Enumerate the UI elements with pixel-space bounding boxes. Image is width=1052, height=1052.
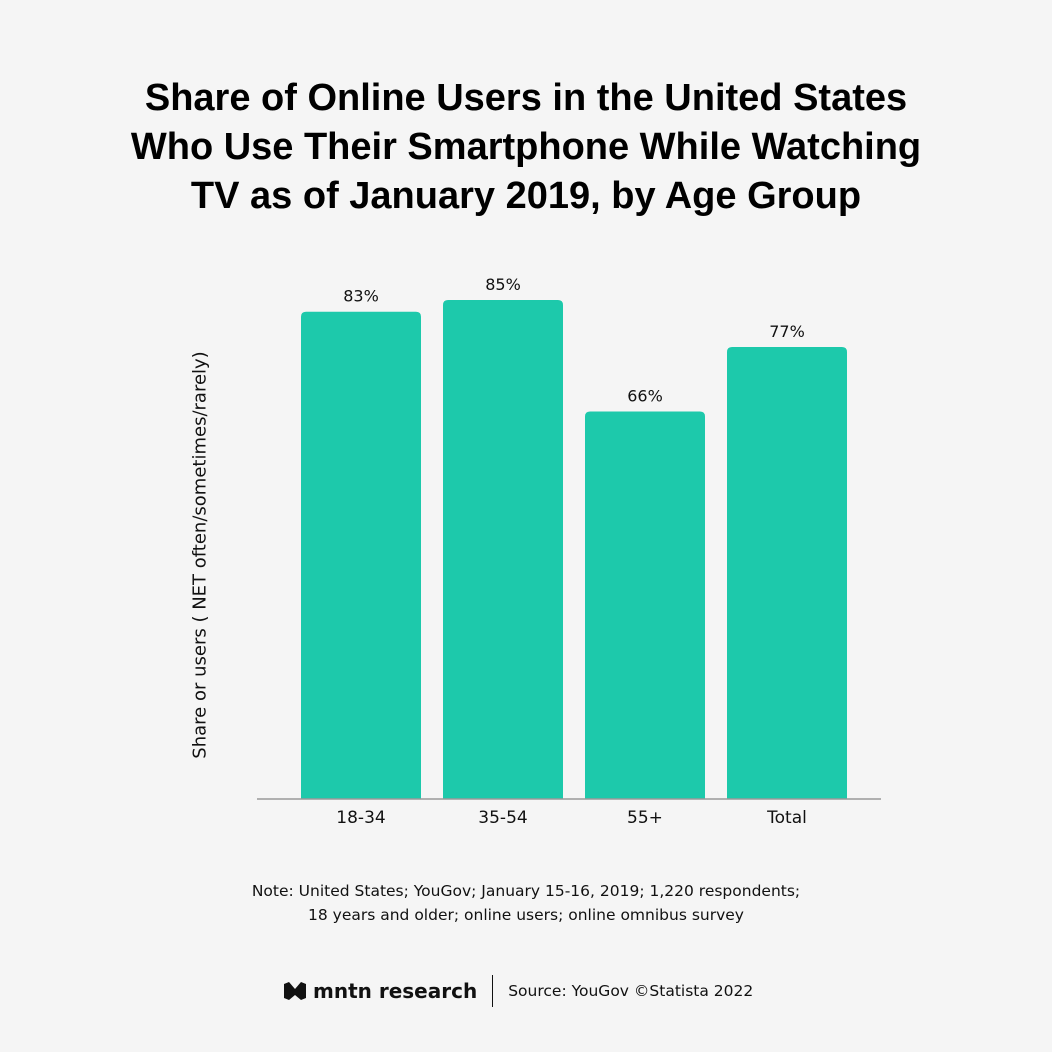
bar (301, 311, 421, 799)
title-line: Who Use Their Smartphone While Watching (130, 126, 922, 168)
logo: mntn research (284, 979, 477, 1003)
y-axis-label: Share or users ( NET often/sometimes/rar… (189, 351, 211, 759)
title-line: TV as of January 2019, by Age Group (190, 175, 862, 217)
note-line: Note: United States; YouGov; January 15-… (251, 882, 801, 900)
data-label: 83% (343, 287, 379, 306)
data-label: 66% (627, 387, 663, 406)
mntn-logo-icon (284, 982, 306, 1000)
data-label: 85% (485, 275, 521, 294)
footer: mntn research Source: YouGov ©Statista 2… (284, 975, 753, 1007)
chart-title: Share of Online Users in the United Stat… (0, 74, 1052, 221)
bar (443, 300, 563, 799)
note-line: 18 years and older; online users; online… (308, 906, 744, 924)
x-tick-label: 18-34 (336, 808, 385, 828)
bar (727, 346, 847, 799)
x-tick-label: 55+ (627, 808, 663, 828)
data-label: 77% (769, 322, 805, 341)
x-tick-label: Total (766, 808, 807, 828)
x-tick-label: 35-54 (478, 808, 527, 828)
logo-text: mntn research (313, 979, 478, 1003)
divider (492, 975, 494, 1007)
title-line: Share of Online Users in the United Stat… (144, 77, 908, 119)
bar (585, 411, 705, 799)
source-text: Source: YouGov ©Statista 2022 (508, 982, 754, 1000)
